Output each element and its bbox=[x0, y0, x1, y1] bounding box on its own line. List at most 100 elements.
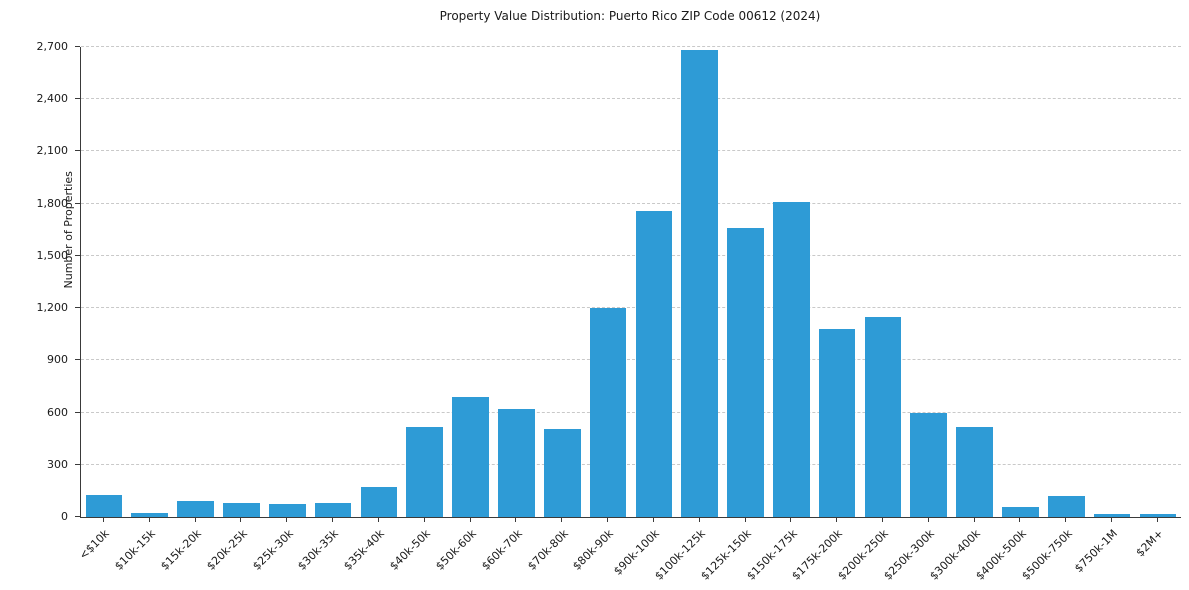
x-tick-mark bbox=[698, 518, 700, 522]
bar bbox=[1047, 496, 1085, 517]
gridline bbox=[81, 359, 1181, 361]
y-tick-mark bbox=[75, 202, 80, 204]
bar bbox=[864, 316, 902, 517]
bar bbox=[177, 501, 214, 517]
bar bbox=[498, 409, 535, 517]
bar bbox=[910, 412, 948, 517]
bar bbox=[956, 427, 993, 517]
bar-slot bbox=[127, 47, 173, 517]
y-tick-mark bbox=[75, 516, 80, 517]
gridline bbox=[81, 202, 1181, 204]
y-tick-mark bbox=[75, 98, 80, 100]
bar-slot bbox=[402, 47, 448, 517]
bar-slot bbox=[493, 47, 539, 517]
bar bbox=[314, 503, 352, 517]
gridline bbox=[81, 46, 1181, 47]
x-tick-mark bbox=[423, 518, 425, 522]
x-tick-mark bbox=[607, 518, 609, 522]
bar-slot bbox=[310, 47, 356, 517]
bar-slot bbox=[356, 47, 402, 517]
x-label-slot: $175k-200k bbox=[790, 518, 859, 588]
x-tick-mark bbox=[927, 518, 929, 522]
bar-slot bbox=[173, 47, 219, 517]
x-label-slot: $100k-125k bbox=[652, 518, 722, 588]
x-tick-mark bbox=[1065, 518, 1067, 522]
bar bbox=[406, 427, 444, 517]
y-tick-label: 1,200 bbox=[36, 301, 69, 315]
bar bbox=[1002, 506, 1039, 517]
bar-slot bbox=[677, 47, 723, 517]
x-tick-mark bbox=[515, 518, 517, 522]
bar bbox=[727, 228, 764, 517]
x-label-slot: $25k-30k bbox=[250, 518, 309, 588]
x-label-slot: $500k-750k bbox=[1019, 518, 1088, 588]
x-tick-mark bbox=[469, 518, 471, 522]
bars-layer bbox=[81, 47, 1181, 517]
gridline bbox=[81, 254, 1181, 256]
bar bbox=[360, 486, 398, 517]
x-label-slot: $80k-90k bbox=[570, 518, 630, 588]
bar bbox=[131, 512, 169, 517]
y-tick-mark bbox=[75, 359, 80, 361]
y-tick-label: 2,700 bbox=[36, 40, 69, 53]
x-label-slot: $250k-300k bbox=[881, 518, 951, 588]
x-label-slot: $750k-1M bbox=[1072, 518, 1134, 588]
bar-slot bbox=[585, 47, 631, 517]
bar bbox=[681, 50, 718, 517]
y-tick-label: 600 bbox=[47, 405, 68, 419]
x-tick-mark bbox=[790, 518, 792, 522]
x-label-slot: $300k-400k bbox=[927, 518, 997, 588]
y-tick-mark bbox=[75, 254, 80, 256]
x-tick-mark bbox=[744, 518, 746, 522]
bar bbox=[1139, 513, 1177, 517]
x-tick-mark bbox=[240, 518, 242, 522]
bar-slot bbox=[768, 47, 814, 517]
bar bbox=[452, 396, 489, 517]
y-tick-label: 900 bbox=[47, 353, 68, 367]
x-label-slot: $15k-20k bbox=[158, 518, 218, 588]
gridline bbox=[81, 307, 1181, 309]
bar-slot bbox=[1135, 47, 1181, 517]
bar-slot bbox=[1043, 47, 1089, 517]
bar bbox=[268, 503, 306, 517]
x-tick-mark bbox=[973, 518, 975, 522]
x-tick-mark bbox=[561, 518, 563, 522]
bar-slot bbox=[631, 47, 677, 517]
bar-slot bbox=[1089, 47, 1135, 517]
x-tick-mark bbox=[102, 518, 104, 522]
x-tick-mark bbox=[332, 518, 334, 522]
x-label-slot: $200k-250k bbox=[836, 518, 905, 588]
plot-area bbox=[80, 46, 1181, 518]
bar bbox=[1093, 514, 1131, 517]
bar-slot bbox=[814, 47, 860, 517]
x-tick-mark bbox=[652, 518, 654, 522]
bar-slot bbox=[264, 47, 310, 517]
x-tick-mark bbox=[286, 518, 288, 522]
bar bbox=[223, 503, 260, 517]
x-label-slot: $40k-50k bbox=[387, 518, 447, 588]
bar-slot bbox=[998, 47, 1044, 517]
gridline bbox=[81, 98, 1181, 100]
x-tick-label: <$10k bbox=[77, 527, 113, 563]
bar bbox=[543, 429, 581, 517]
x-label-slot: $2M+ bbox=[1134, 518, 1180, 588]
x-label-slot: $35k-40k bbox=[341, 518, 401, 588]
x-label-slot: $30k-35k bbox=[296, 518, 355, 588]
x-label-slot: $400k-500k bbox=[973, 518, 1043, 588]
x-tick-mark bbox=[836, 518, 838, 522]
x-tick-mark bbox=[1111, 518, 1113, 522]
bar bbox=[818, 329, 856, 517]
x-tick-mark bbox=[1019, 518, 1021, 522]
x-label-slot: $125k-150k bbox=[698, 518, 768, 588]
x-axis-labels: <$10k $10k-15k $15k-20k $20k-25k $25k-30k $30… bbox=[77, 518, 1180, 588]
x-tick-mark bbox=[1156, 518, 1158, 522]
bar bbox=[589, 308, 627, 517]
bar-slot bbox=[81, 47, 127, 517]
x-tick-label: $2M+ bbox=[1133, 527, 1167, 560]
x-label-slot: $150k-175k bbox=[744, 518, 813, 588]
x-label-slot: $20k-25k bbox=[204, 518, 263, 588]
bar bbox=[635, 210, 673, 517]
y-tick-label: 2,400 bbox=[36, 92, 69, 106]
chart-title: Property Value Distribution: Puerto Rico… bbox=[439, 9, 821, 23]
